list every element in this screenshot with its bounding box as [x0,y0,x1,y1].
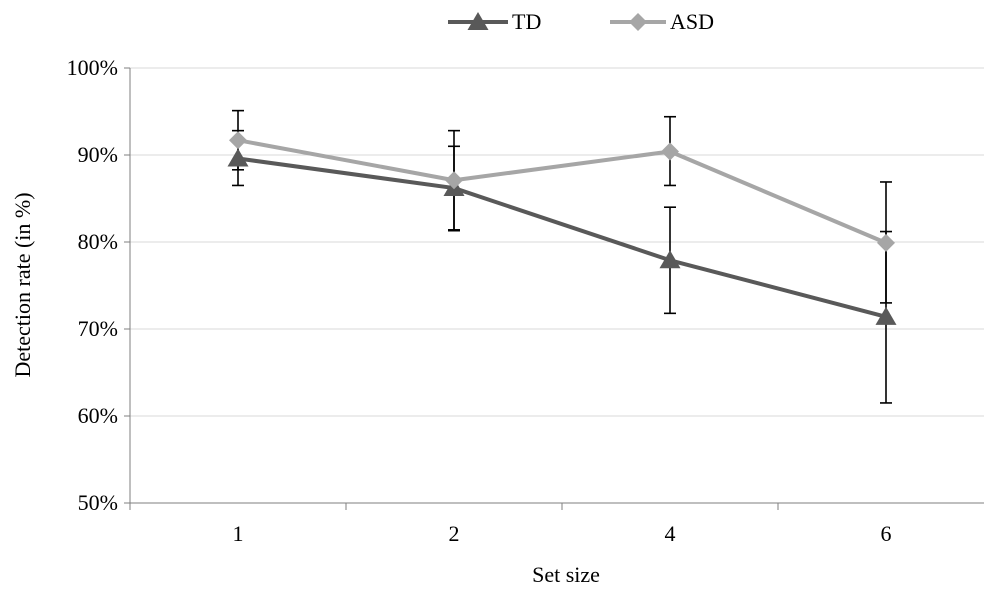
data-point-asd [661,142,679,161]
legend-marker [467,12,489,30]
series-line-asd [237,138,887,245]
y-tick-label: 90% [78,142,118,167]
legend-marker [629,13,647,31]
series [227,109,897,404]
data-point-td [875,306,897,325]
y-tick-label: 50% [78,490,118,515]
x-tick-label: 1 [233,521,244,546]
y-tick-label: 100% [67,55,118,80]
legend-label: ASD [670,9,714,34]
data-point-td [659,250,681,269]
x-tick-label: 2 [449,521,460,546]
data-point-asd [877,233,895,252]
series-line-td [237,156,887,319]
x-tick-label: 4 [665,521,676,546]
legend: TD ASD [448,9,714,34]
x-tick-label: 6 [881,521,892,546]
legend-label: TD [512,9,541,34]
data-point-asd [229,131,247,150]
axes: 50% 60% 70% 80% 90% 100% 1 2 4 6 [67,55,984,546]
y-tick-label: 60% [78,403,118,428]
y-tick-label: 70% [78,316,118,341]
data-point-td [227,148,249,167]
gridlines [130,67,984,417]
x-axis-title: Set size [532,562,600,587]
y-tick-label: 80% [78,229,118,254]
y-axis-title: Detection rate (in %) [10,192,35,377]
data-point-asd [445,171,463,190]
